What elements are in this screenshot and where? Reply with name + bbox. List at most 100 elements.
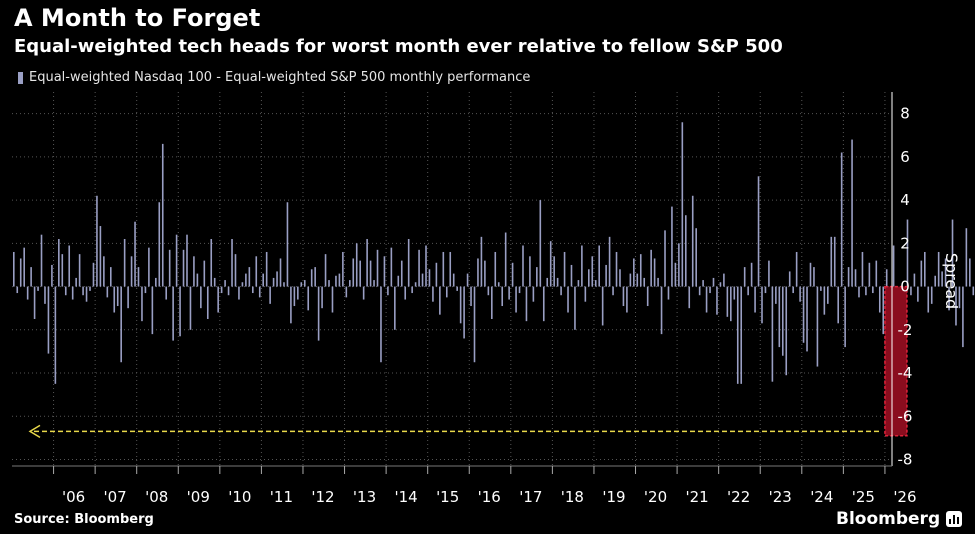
- bar: [948, 286, 950, 311]
- bar: [532, 286, 535, 302]
- y-tick-label: -6: [898, 407, 913, 425]
- bar: [227, 286, 230, 296]
- bar: [473, 286, 476, 363]
- x-tick-label: '26: [893, 488, 916, 506]
- x-tick-label: '07: [104, 488, 127, 506]
- bar: [792, 286, 794, 294]
- bar: [58, 239, 60, 287]
- y-tick-label: 0: [900, 278, 910, 296]
- x-tick-label: '22: [727, 488, 750, 506]
- bar: [252, 286, 254, 294]
- legend-swatch: [18, 71, 23, 84]
- bar: [258, 286, 261, 298]
- chart-subtitle: Equal-weighted tech heads for worst mont…: [14, 36, 783, 57]
- bar: [26, 286, 29, 300]
- bar: [584, 286, 587, 302]
- bar: [144, 286, 147, 294]
- bar: [768, 260, 770, 287]
- bar: [120, 286, 122, 363]
- bar: [172, 286, 174, 341]
- bar: [40, 234, 43, 287]
- bar: [439, 286, 441, 315]
- x-tick-label: '09: [187, 488, 210, 506]
- bar: [44, 286, 46, 304]
- bar: [941, 271, 943, 287]
- bar: [477, 258, 479, 287]
- bar: [671, 206, 673, 287]
- bar: [484, 260, 486, 287]
- bar: [667, 286, 670, 300]
- bar: [494, 251, 497, 287]
- bar: [203, 260, 206, 287]
- bar: [750, 262, 753, 287]
- bar: [418, 249, 420, 287]
- bar: [71, 286, 74, 300]
- bar: [51, 264, 53, 287]
- x-tick-label: '15: [436, 488, 459, 506]
- bar: [969, 258, 971, 287]
- bar: [788, 271, 791, 287]
- x-tick-label: '11: [270, 488, 293, 506]
- bar: [560, 286, 562, 296]
- x-tick-label: '06: [62, 488, 85, 506]
- bar: [127, 286, 129, 309]
- bar: [518, 286, 521, 294]
- bar: [681, 122, 684, 287]
- bar: [781, 286, 784, 356]
- bar: [276, 271, 278, 287]
- bar: [310, 269, 313, 287]
- bar: [414, 282, 417, 287]
- bar: [553, 256, 555, 287]
- bar: [882, 286, 885, 335]
- bar: [601, 286, 604, 326]
- bar: [449, 251, 452, 287]
- bar: [148, 247, 150, 287]
- bar: [646, 286, 649, 307]
- y-axis: 8 6 4 2 0 -2 -4 -6 -8: [891, 92, 913, 469]
- bar: [82, 286, 84, 296]
- bar: [522, 245, 524, 287]
- bar: [542, 286, 545, 322]
- bar: [442, 251, 445, 287]
- x-tick-label: '23: [769, 488, 792, 506]
- bar: [168, 249, 171, 287]
- bar-layer: [13, 122, 975, 387]
- bar: [626, 286, 628, 313]
- bar: [813, 267, 815, 287]
- bar: [844, 286, 846, 348]
- bar: [96, 195, 98, 287]
- bar: [650, 249, 652, 287]
- bar: [182, 249, 185, 287]
- bar: [636, 273, 639, 287]
- bar: [348, 280, 351, 287]
- bar: [238, 286, 240, 300]
- bar: [705, 286, 708, 313]
- bar: [709, 286, 711, 294]
- bar: [591, 256, 594, 287]
- bar: [193, 256, 195, 287]
- bar-chart-icon: [946, 511, 963, 527]
- bar: [830, 236, 833, 287]
- bar: [684, 215, 687, 287]
- bar: [355, 243, 358, 287]
- bar: [158, 202, 161, 287]
- bar: [608, 236, 611, 287]
- bar: [54, 286, 57, 384]
- bar: [851, 139, 853, 287]
- bar: [955, 286, 957, 326]
- bar: [231, 239, 233, 287]
- bar: [255, 256, 258, 287]
- bar: [196, 273, 199, 287]
- bar: [92, 262, 95, 287]
- bar: [390, 247, 393, 287]
- bar: [736, 286, 739, 384]
- bar: [210, 239, 213, 287]
- bar: [362, 286, 365, 300]
- bar: [837, 286, 840, 324]
- y-axis-label: Spread: [942, 253, 961, 309]
- bar: [130, 256, 133, 287]
- bar: [466, 273, 469, 287]
- x-tick-label: '24: [810, 488, 833, 506]
- x-tick-label: '13: [353, 488, 376, 506]
- bar: [217, 286, 219, 313]
